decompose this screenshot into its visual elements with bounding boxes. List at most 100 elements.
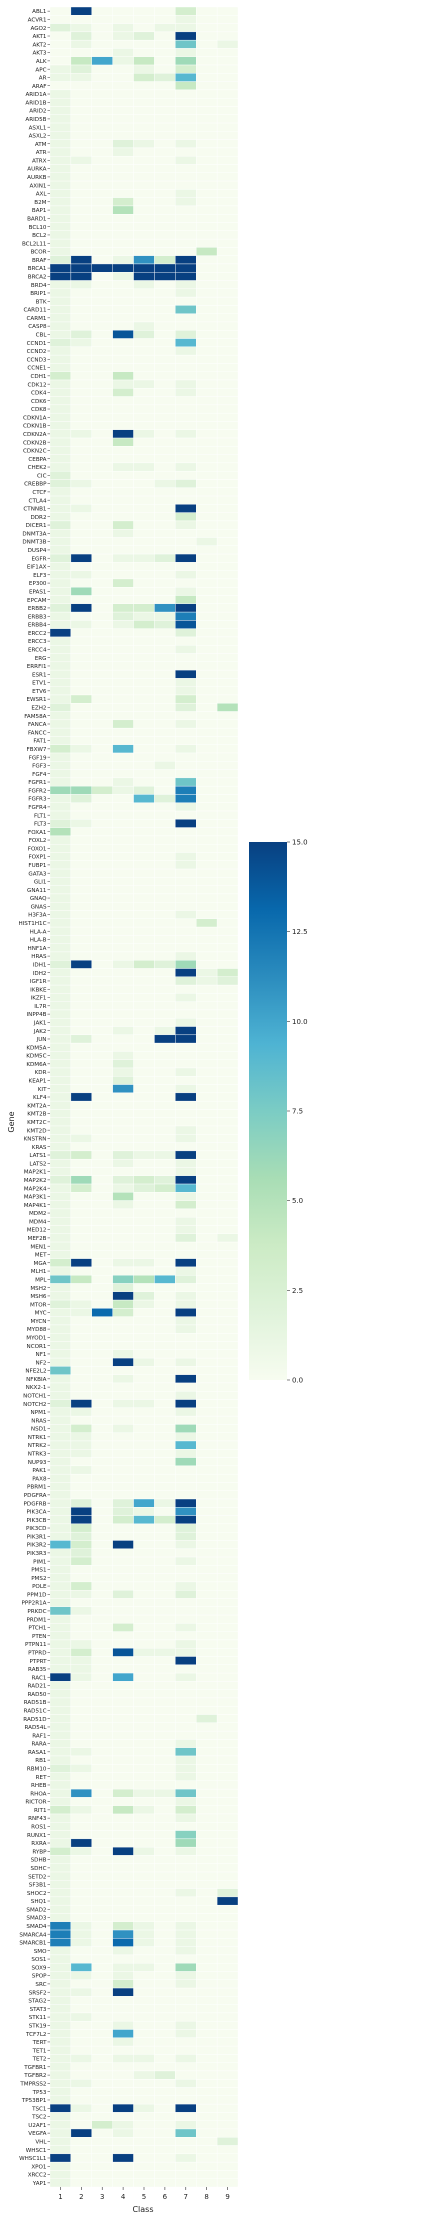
heatmap-cell xyxy=(49,1855,72,1864)
heatmap-cell xyxy=(112,785,134,795)
heatmap-cell xyxy=(70,835,92,845)
gene-label: TGFBR1 xyxy=(23,2065,47,2071)
heatmap-cell xyxy=(49,553,72,563)
heatmap-cell xyxy=(216,263,239,273)
gene-label: JAK2 xyxy=(33,1029,47,1035)
heatmap-cell xyxy=(154,686,176,696)
heatmap-cell xyxy=(216,736,239,745)
heatmap-cell xyxy=(175,81,197,91)
heatmap-cell xyxy=(175,1432,197,1442)
heatmap-cell xyxy=(154,39,176,49)
heatmap-cell xyxy=(70,1639,92,1649)
gene-label: ERRFI1 xyxy=(27,664,47,670)
gene-label: FGF4 xyxy=(32,772,47,778)
heatmap-cell xyxy=(112,1333,134,1342)
heatmap-cell xyxy=(112,2178,134,2188)
gene-label: RAF1 xyxy=(32,1733,47,1739)
heatmap-cell xyxy=(112,827,134,837)
heatmap-cell xyxy=(49,1175,72,1185)
heatmap-cell xyxy=(175,1780,197,1790)
heatmap-cell xyxy=(216,97,239,107)
heatmap-cell xyxy=(91,131,113,140)
heatmap-cell xyxy=(49,1150,72,1160)
heatmap-cell xyxy=(175,1871,197,1881)
gene-label: RYBP xyxy=(32,1849,47,1855)
heatmap-cell xyxy=(91,1540,113,1549)
heatmap-cell xyxy=(154,1308,176,1317)
heatmap-cell xyxy=(49,1805,72,1815)
heatmap-cell xyxy=(196,346,218,356)
heatmap-cell xyxy=(216,1366,239,1375)
gene-label: PIK3R2 xyxy=(27,1543,47,1549)
heatmap-cell xyxy=(91,868,113,878)
heatmap-cell xyxy=(133,1938,155,1947)
gene-label: CEBPA xyxy=(28,457,46,463)
heatmap-cell xyxy=(112,1490,134,1500)
heatmap-cell xyxy=(91,2045,113,2055)
heatmap-cell xyxy=(133,1822,155,1831)
heatmap-cell xyxy=(133,1904,155,1914)
heatmap-cell xyxy=(196,89,218,99)
heatmap-cell xyxy=(70,454,92,464)
heatmap-cell xyxy=(154,1581,176,1591)
heatmap-cell xyxy=(70,1357,92,1367)
heatmap-cell xyxy=(196,1009,218,1019)
heatmap-cell xyxy=(175,628,197,638)
heatmap-cell xyxy=(91,1739,113,1748)
heatmap-cell xyxy=(70,1092,92,1102)
heatmap-cell xyxy=(133,636,155,646)
gene-label: GATA3 xyxy=(28,871,47,877)
heatmap-cell xyxy=(175,1134,197,1143)
heatmap-cell xyxy=(112,421,134,430)
heatmap-cell xyxy=(196,1374,218,1384)
heatmap-cell xyxy=(91,354,113,364)
heatmap-cell xyxy=(216,669,239,679)
heatmap-cell xyxy=(133,330,155,339)
heatmap-cell xyxy=(133,230,155,240)
heatmap-cell xyxy=(175,31,197,41)
heatmap-cell xyxy=(154,106,176,115)
heatmap-cell xyxy=(70,1656,92,1666)
heatmap-cell xyxy=(216,711,239,721)
heatmap-cell xyxy=(49,2170,72,2179)
heatmap-cell xyxy=(175,752,197,762)
heatmap-cell xyxy=(175,1034,197,1044)
gene-label: CTLA4 xyxy=(29,498,47,504)
heatmap-cell xyxy=(70,744,92,754)
heatmap-cell xyxy=(112,1084,134,1094)
gene-label: ACVR1 xyxy=(28,18,47,24)
heatmap-cell xyxy=(133,1648,155,1657)
heatmap-cell xyxy=(91,1100,113,1110)
heatmap-cell xyxy=(133,180,155,190)
heatmap-cell xyxy=(112,155,134,165)
heatmap-cell xyxy=(175,852,197,861)
heatmap-cell xyxy=(196,1216,218,1226)
heatmap-cell xyxy=(91,1954,113,1964)
heatmap-cell xyxy=(196,1208,218,1218)
heatmap-cell xyxy=(216,6,239,16)
gene-label: CDK12 xyxy=(28,382,47,388)
heatmap-cell xyxy=(133,1473,155,1483)
heatmap-cell xyxy=(133,703,155,712)
heatmap-cell xyxy=(49,2045,72,2055)
heatmap-cell xyxy=(154,1117,176,1127)
heatmap-cell xyxy=(70,1457,92,1467)
heatmap-cell xyxy=(70,1913,92,1922)
heatmap-cell xyxy=(49,1092,72,1102)
heatmap-cell xyxy=(49,1946,72,1956)
heatmap-cell xyxy=(133,877,155,886)
heatmap-cell xyxy=(91,247,113,256)
heatmap-cell xyxy=(154,421,176,430)
heatmap-cell xyxy=(112,1092,134,1102)
heatmap-cell xyxy=(154,462,176,472)
heatmap-cell xyxy=(133,1946,155,1956)
heatmap-cell xyxy=(49,1863,72,1873)
heatmap-cell xyxy=(91,446,113,455)
heatmap-cell xyxy=(91,835,113,845)
heatmap-cell xyxy=(112,1142,134,1152)
heatmap-cell xyxy=(216,1457,239,1467)
heatmap-cell xyxy=(154,1109,176,1118)
heatmap-cell xyxy=(112,686,134,696)
heatmap-cell xyxy=(133,172,155,182)
heatmap-cell xyxy=(175,736,197,745)
